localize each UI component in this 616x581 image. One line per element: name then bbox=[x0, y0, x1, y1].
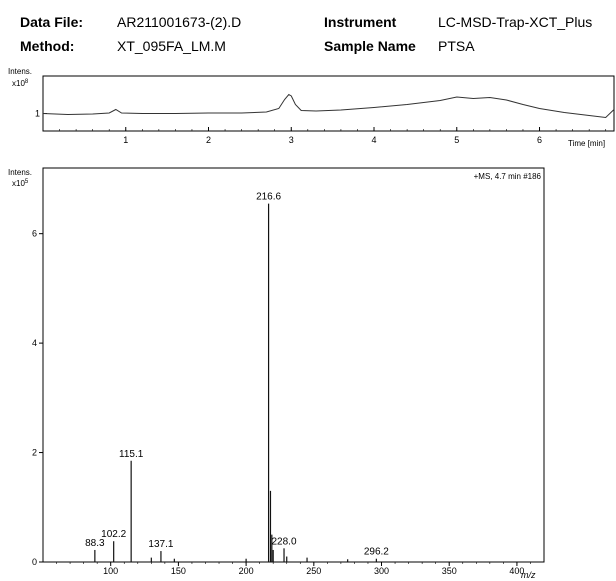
chromatogram-x-tick-label: 1 bbox=[123, 135, 128, 145]
mass-spectrum-peak-label: 88.3 bbox=[85, 538, 105, 549]
mass-spectrum-chart: Intens. x105 +MS, 4.7 min #186 m/z 100 15… bbox=[8, 167, 545, 580]
mass-spectrum-x-tick-label: 200 bbox=[239, 566, 254, 576]
mass-spectrum-annotation: +MS, 4.7 min #186 bbox=[474, 172, 542, 181]
mass-spectrum-x-tick-label: 300 bbox=[374, 566, 389, 576]
mass-spectrum-peak-label: 228.0 bbox=[272, 536, 297, 547]
mass-spectrum-x-label: m/z bbox=[521, 570, 536, 580]
mass-spectrum-peak-label: 115.1 bbox=[119, 449, 144, 460]
chromatogram-y-tick-label: 1 bbox=[35, 109, 40, 119]
chromatogram-x-tick-label: 6 bbox=[537, 135, 542, 145]
method-value: XT_095FA_LM.M bbox=[117, 38, 226, 54]
instrument-label: Instrument bbox=[324, 14, 397, 30]
instrument-value: LC-MSD-Trap-XCT_Plus bbox=[438, 14, 593, 30]
mass-spectrum-x-tick-label: 100 bbox=[103, 566, 118, 576]
mass-spectrum-x-tick-label: 250 bbox=[306, 566, 321, 576]
data-file-label: Data File: bbox=[20, 14, 84, 30]
chromatogram-trace bbox=[42, 93, 615, 119]
sample-name-label: Sample Name bbox=[324, 38, 416, 54]
mass-spectrum-frame bbox=[42, 167, 545, 563]
mass-spectrum-y-exponent: x105 bbox=[12, 179, 29, 188]
mass-spectrum-x-tick-label: 350 bbox=[442, 566, 457, 576]
sample-name-value: PTSA bbox=[438, 38, 475, 54]
method-label: Method: bbox=[20, 38, 75, 54]
chromatogram-y-exponent: x108 bbox=[12, 79, 29, 88]
chromatogram-x-tick-label: 4 bbox=[372, 135, 377, 145]
mass-spectrum-y-tick-label: 0 bbox=[32, 557, 37, 567]
data-file-value: AR211001673-(2).D bbox=[117, 14, 242, 30]
mass-spectrum-y-tick-label: 6 bbox=[32, 229, 37, 239]
mass-spectrum-peak-label: 102.2 bbox=[101, 529, 126, 540]
mass-spectrum-peak-label: 296.2 bbox=[364, 547, 389, 558]
mass-spectrum-peak-label: 137.1 bbox=[148, 539, 173, 550]
mass-spectrum-y-label: Intens. bbox=[8, 168, 32, 177]
chromatogram-x-tick-label: 5 bbox=[454, 135, 459, 145]
chromatogram-x-tick-label: 2 bbox=[206, 135, 211, 145]
chromatogram-x-tick-label: 3 bbox=[289, 135, 294, 145]
chromatogram-chart: Intens. x108 Time [min] 1 2 3 4 5 6 1 bbox=[8, 67, 615, 148]
mass-spectrum-x-tick-label: 400 bbox=[509, 566, 524, 576]
mass-spectrum-y-tick-label: 2 bbox=[32, 448, 37, 458]
chromatogram-y-label: Intens. bbox=[8, 67, 32, 76]
mass-spectrum-peak-label: 216.6 bbox=[256, 192, 281, 203]
mass-spectrum-y-tick-label: 4 bbox=[32, 338, 37, 348]
mass-spectrum-x-tick-label: 150 bbox=[171, 566, 186, 576]
chromatogram-x-label: Time [min] bbox=[568, 139, 605, 148]
chromatogram-frame bbox=[42, 75, 615, 132]
